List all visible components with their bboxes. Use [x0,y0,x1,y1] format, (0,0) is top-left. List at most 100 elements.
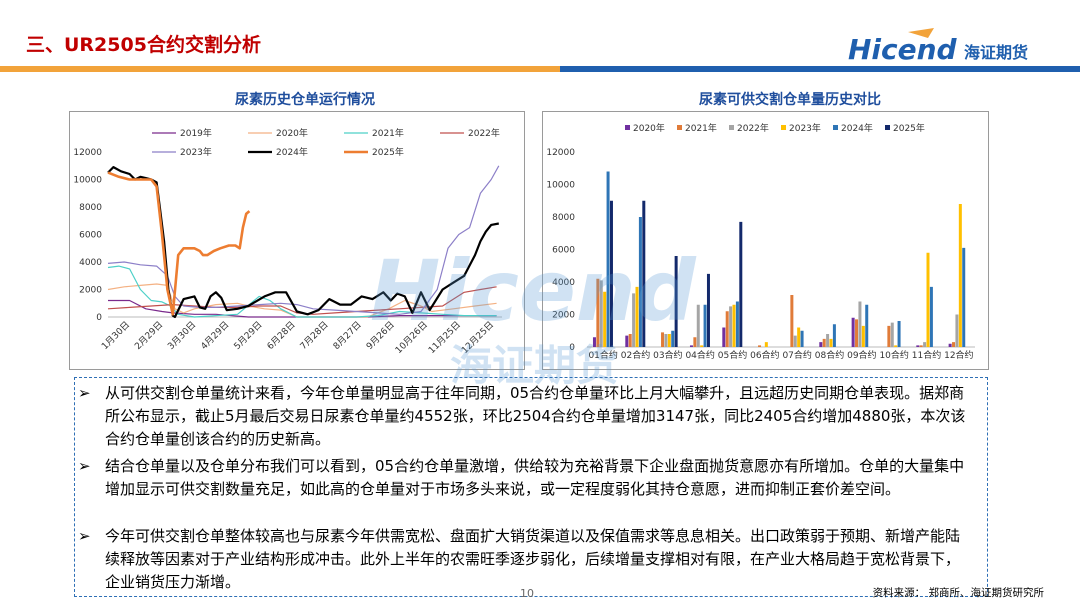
x-tick-label: 11合约 [912,349,941,361]
bar-2021年-06合约 [758,345,762,347]
legend-swatch [625,125,630,130]
bar-2021年-08合约 [822,338,826,347]
bar-2025年-01合约 [609,200,613,347]
bar-2021年-07合约 [790,295,794,347]
legend-swatch [781,125,786,130]
deliverable-receipt-bar-chart: 0 2000 4000 6000 8000 10000 12000 2020年 2021年 202… [546,122,975,361]
left-chart-frame: 0 2000 4000 6000 8000 10000 12000 1月30日 2月29日 3月3… [69,111,525,370]
y-tick-label: 2000 [552,311,575,321]
legend-swatch [677,125,682,130]
legend-label: 2023年 [789,122,821,134]
bar-2024年-07合约 [800,330,804,347]
source-note: 资料来源： 郑商所、海证期货研究所 [872,587,1044,599]
bar-2024年-01合约 [606,171,610,347]
x-tick-label: 6月28日 [265,319,298,352]
x-tick-label: 7月28日 [298,319,331,352]
bar-2022年-09合约 [858,301,862,347]
y-tick-label: 10000 [546,181,575,191]
bar-2023年-08合约 [829,338,833,347]
legend-swatch [885,125,890,130]
bar-2025年-05合约 [739,221,743,347]
bar-2020年-01合约 [592,337,596,347]
right-chart-title: 尿素可供交割仓单量历史对比 [699,92,881,108]
x-tick-label: 8月27日 [331,319,364,352]
bar-2021年-03合约 [661,332,665,347]
bar-2020年-02合约 [625,335,629,347]
x-tick-label: 07合约 [782,349,811,361]
bar-2023年-10合约 [894,345,898,347]
bar-2022年-12合约 [955,314,959,347]
legend-label: 2024年 [276,146,308,158]
bar-2022年-11合约 [923,342,927,347]
bar-2022年-04合约 [696,304,700,347]
bar-2022年-05合约 [729,306,733,347]
bar-2024年-08合约 [832,324,836,347]
y-tick-label: 0 [569,343,575,353]
bar-2020年-11合约 [916,345,920,347]
logo-wordmark: Hicend [848,33,958,66]
x-tick-label: 12合约 [944,349,973,361]
arrow-bullet-icon: ➢ [78,384,91,402]
bar-2023年-12合约 [958,204,962,347]
y-tick-label: 12000 [546,148,575,158]
bar-2023年-04合约 [700,345,704,347]
x-tick-label: 09合约 [847,349,876,361]
bar-2024年-04合约 [703,304,707,347]
x-tick-label: 4月29日 [199,319,232,352]
analysis-text-box: ➢ 从可供交割仓单量统计来看，今年仓单量明显高于往年同期，05合约仓单量环比上月… [74,377,988,597]
series-line-2020年 [107,283,497,318]
x-tick-label: 03合约 [653,349,682,361]
x-tick-label: 5月29日 [232,319,265,352]
series-line-2021年 [107,265,497,318]
x-tick-label: 9月26日 [364,319,397,352]
bullet-text-3: 今年可供交割仓单整体较高也与尿素今年供需宽松、盘面扩大销货渠道以及保值需求等息息… [105,527,961,591]
x-tick-label: 2月29日 [133,319,166,352]
legend-label: 2022年 [737,122,769,134]
bar-2024年-12合约 [962,247,966,347]
legend-label: 2023年 [180,146,212,158]
arrow-bullet-icon: ➢ [78,527,91,545]
company-logo: Hicend 海证期货 [848,28,1028,66]
x-tick-label: 1月30日 [99,319,132,352]
x-tick-label: 02合约 [621,349,650,361]
bar-2021年-12合约 [952,342,956,347]
bar-2024年-05合约 [735,301,739,347]
legend-swatch [833,125,838,130]
legend-label: 2025年 [372,146,404,158]
bar-2021年-04合约 [693,337,697,347]
bar-2021年-10合约 [887,325,891,347]
bar-2020年-05合约 [722,327,726,347]
bar-2022年-03合约 [664,334,668,347]
bar-2021年-11合约 [919,345,923,347]
bar-2021年-02合约 [628,334,632,347]
legend-label: 2020年 [633,122,665,134]
x-tick-label: 06合约 [750,349,779,361]
y-tick-label: 6000 [552,246,575,256]
series-line-2023年 [107,165,500,315]
bullet-item-3: ➢ 今年可供交割仓单整体较高也与尿素今年供需宽松、盘面扩大销货渠道以及保值需求等… [78,525,971,594]
bar-2023年-09合约 [861,325,865,347]
legend-label: 2020年 [276,127,308,139]
legend-label: 2024年 [841,122,873,134]
series-line-2019年 [108,299,497,318]
header-band-blue [560,66,1080,72]
bar-2023年-05合约 [732,304,736,347]
x-tick-label: 08合约 [815,349,844,361]
bar-2024年-11合约 [929,286,933,347]
bar-2022年-08合约 [826,334,830,347]
legend-label: 2022年 [468,127,500,139]
bullet-item-2: ➢ 结合仓单量以及仓单分布我们可以看到，05合约仓单量激增，供给较为充裕背景下企… [78,455,971,501]
bar-2023年-07合约 [797,327,801,347]
x-tick-label: 12月25日 [459,319,496,356]
bar-2021年-05合约 [725,311,729,347]
y-tick-label: 8000 [552,213,575,223]
bar-2025年-02合约 [642,200,646,347]
bar-2024年-10合约 [897,321,901,347]
x-tick-label: 05合约 [718,349,747,361]
header-band-orange [0,66,560,72]
series-line-2025年 [107,171,251,316]
bar-2024年-03合约 [671,330,675,347]
y-tick-label: 10000 [73,176,102,186]
y-tick-label: 2000 [79,286,102,296]
bar-2020年-04合约 [689,345,693,347]
